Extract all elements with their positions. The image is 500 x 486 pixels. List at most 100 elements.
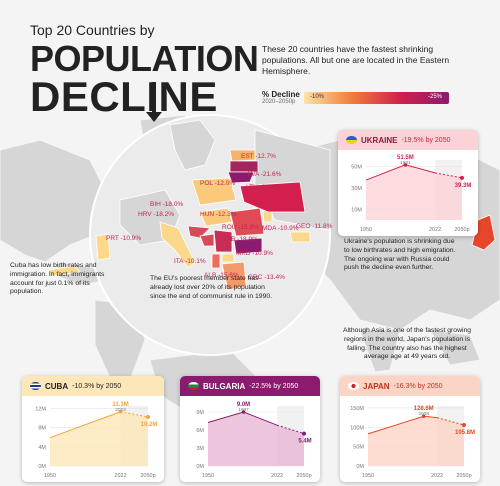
- georgia-shape: [289, 231, 311, 243]
- bulgaria-flag-icon: [188, 382, 199, 390]
- map-label: GEO -11.8%: [296, 223, 333, 230]
- cuba-card-header: CUBA -10.3% by 2050: [22, 376, 164, 396]
- map-label: ALB -15.6%: [204, 272, 239, 279]
- x-tick-label: 2050p: [454, 227, 469, 233]
- x-tick-label: 2022: [271, 473, 283, 479]
- y-tick-label: 0M: [356, 464, 364, 470]
- peak-point: [403, 163, 408, 167]
- down-arrow-icon: [146, 112, 162, 122]
- title-line1: Top 20 Countries by: [30, 22, 155, 38]
- map-label: HRV -18.2%: [138, 211, 174, 218]
- map-label: HUN -12.3%: [200, 211, 237, 218]
- peak-value-label: 11.3M: [112, 402, 128, 408]
- japan-decline: -16.3% by 2050: [393, 382, 443, 390]
- series-area: [208, 412, 304, 466]
- map-label: POL -12.0%: [200, 180, 235, 187]
- latvia-shape: [229, 160, 259, 173]
- japan-flag-icon: [348, 382, 359, 390]
- japan-name: JAPAN: [363, 381, 390, 391]
- cuba-decline: -10.3% by 2050: [72, 382, 122, 390]
- romania-shape: [229, 207, 265, 237]
- x-tick-label: 2050p: [296, 473, 311, 479]
- end-point: [462, 423, 466, 428]
- peak-year-label: 2008: [418, 411, 429, 417]
- x-tick-label: 1950: [362, 473, 374, 479]
- bulgaria-card-header: BULGARIA -22.5% by 2050: [180, 376, 320, 396]
- y-tick-label: 0M: [38, 464, 46, 470]
- ukraine-flag-icon: [346, 136, 357, 144]
- north-america-landmass: [0, 139, 111, 263]
- series-area: [50, 411, 148, 466]
- ukraine-card-header: UKRAINE -19.5% by 2050: [338, 130, 478, 150]
- map-label: ITA -10.1%: [174, 258, 206, 265]
- legend-subtitle: 2020–2050p: [262, 99, 296, 105]
- map-label: PRT -10.9%: [106, 235, 141, 242]
- end-point: [146, 415, 150, 420]
- map-label: LVA -21.6%: [248, 171, 282, 178]
- macedonia-shape: [221, 253, 235, 263]
- title-line2: POPULATION: [30, 38, 259, 79]
- bulgaria-shape: [233, 237, 263, 255]
- peak-point: [118, 409, 123, 414]
- legend-gradient-bar: [304, 92, 449, 104]
- ukraine-decline: -19.5% by 2050: [401, 136, 451, 144]
- end-point: [460, 175, 464, 180]
- india-landmass: [359, 329, 401, 373]
- y-tick-label: 10M: [351, 207, 362, 213]
- bosnia-shape: [199, 233, 215, 247]
- peak-year-label: 2022: [115, 407, 126, 413]
- end-point: [302, 431, 306, 436]
- map-label: GRC -13.4%: [248, 274, 285, 281]
- y-tick-label: 100M: [350, 425, 364, 431]
- y-tick-label: 150M: [350, 406, 364, 412]
- series-area: [368, 416, 464, 466]
- lithuania-shape: [227, 171, 255, 184]
- x-tick-label: 2022: [431, 473, 443, 479]
- series-line-projected: [120, 411, 149, 418]
- cuba-note: Cuba has low birth rates and immigration…: [10, 262, 105, 296]
- x-tick-label: 1950: [360, 227, 372, 233]
- cuba-flag-icon: [30, 382, 41, 390]
- legend-high-label: -25%: [428, 94, 443, 100]
- intro-text: These 20 countries have the fastest shri…: [262, 44, 450, 77]
- peak-year-label: 1991: [400, 160, 411, 166]
- x-tick-label: 1950: [44, 473, 56, 479]
- portugal-shape: [95, 233, 111, 261]
- x-tick-label: 2022: [114, 473, 126, 479]
- japan-card-header: JAPAN -16.3% by 2050: [340, 376, 480, 396]
- bulgaria-decline: -22.5% by 2050: [249, 382, 299, 390]
- croatia-shape: [187, 225, 211, 239]
- series-line-projected: [276, 424, 305, 435]
- end-value-label: 105.8M: [455, 430, 475, 436]
- legend-low-label: -10%: [310, 94, 325, 100]
- peak-value-label: 128.6M: [414, 406, 434, 412]
- series-line: [49, 411, 121, 439]
- poland-shape: [191, 177, 237, 206]
- legend-title: % Decline: [262, 90, 300, 99]
- bulgaria-card: BULGARIA -22.5% by 2050 9M 6M 3M 0M 9.0M 1987…: [180, 376, 320, 482]
- serbia-shape: [213, 229, 233, 253]
- peak-point: [241, 410, 246, 414]
- map-label: EST -12.7%: [241, 153, 276, 160]
- map-label: BIH -18.0%: [150, 201, 183, 208]
- y-tick-label: 4M: [38, 445, 46, 451]
- y-tick-label: 30M: [351, 186, 362, 192]
- end-value-label: 10.2M: [141, 422, 158, 428]
- cuba-name: CUBA: [45, 381, 69, 391]
- series-area: [366, 164, 462, 220]
- end-value-label: 39.3M: [455, 183, 472, 189]
- map-label: ROU -15.8%: [222, 224, 259, 231]
- x-tick-label: 1950: [202, 473, 214, 479]
- ukraine-note: Ukraine's population is shrinking due to…: [344, 238, 456, 272]
- y-tick-label: 8M: [38, 426, 46, 432]
- map-label: LTU -22.1%: [246, 184, 280, 191]
- scandinavia-shape: [169, 119, 216, 171]
- peak-value-label: 51.5M: [397, 155, 414, 161]
- x-tick-label: 2022: [429, 227, 441, 233]
- cuba-shape: [47, 265, 81, 277]
- ukraine-card: UKRAINE -19.5% by 2050 50M 30M 10M 51.5M 199…: [338, 130, 478, 236]
- y-tick-label: 6M: [196, 428, 204, 434]
- peak-point: [421, 414, 426, 419]
- x-tick-label: 2050p: [140, 473, 155, 479]
